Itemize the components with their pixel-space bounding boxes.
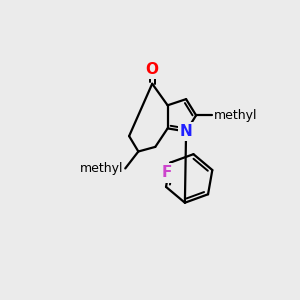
Text: O: O: [146, 61, 159, 76]
Text: F: F: [162, 165, 172, 180]
Text: methyl: methyl: [214, 109, 257, 122]
Text: N: N: [180, 124, 193, 139]
Text: methyl: methyl: [80, 162, 123, 175]
